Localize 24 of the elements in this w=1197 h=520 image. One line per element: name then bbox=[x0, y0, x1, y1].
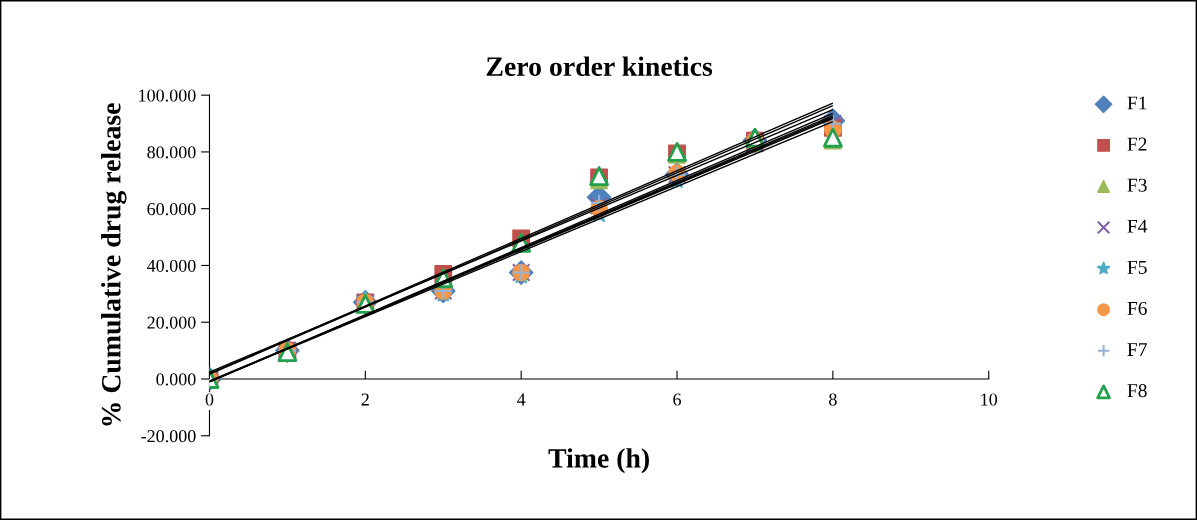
y-tick-label: 60.000 bbox=[147, 202, 196, 216]
y-tick-label: 20.000 bbox=[147, 316, 196, 329]
x-tick-label: 2 bbox=[361, 393, 369, 406]
x-tick-label: 0 bbox=[205, 393, 214, 406]
legend-label: F8 bbox=[1127, 384, 1147, 398]
y-axis-title: % Cumulative drug release bbox=[101, 103, 127, 426]
x-tick-label: 4 bbox=[517, 393, 526, 406]
x-tick-label: 8 bbox=[829, 393, 837, 406]
y-tick-label: 0.000 bbox=[156, 373, 196, 386]
chart-title: Zero order kinetics bbox=[486, 56, 713, 76]
y-tick-label: -20.000 bbox=[141, 430, 196, 443]
legend-label: F7 bbox=[1127, 343, 1147, 356]
x-axis-title: Time (h) bbox=[548, 448, 649, 474]
legend-label: F6 bbox=[1127, 301, 1147, 315]
legend-label: F5 bbox=[1127, 260, 1147, 274]
x-tick-label: 10 bbox=[981, 393, 998, 406]
x-tick-label: 6 bbox=[673, 393, 681, 406]
legend-label: F3 bbox=[1127, 178, 1147, 192]
legend-label: F4 bbox=[1127, 219, 1148, 233]
y-tick-label: 40.000 bbox=[146, 259, 196, 272]
legend-label: F2 bbox=[1127, 137, 1147, 151]
y-tick-label: 100.000 bbox=[139, 89, 196, 102]
y-tick-label: 80.000 bbox=[147, 146, 196, 159]
legend-label: F1 bbox=[1127, 96, 1147, 110]
